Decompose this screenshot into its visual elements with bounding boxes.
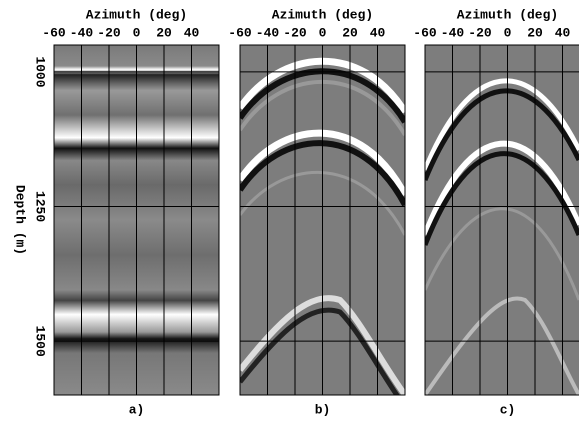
x-tick-label: -60 bbox=[42, 25, 66, 40]
x-tick-label: -60 bbox=[228, 25, 252, 40]
x-tick-label: 0 bbox=[319, 25, 327, 40]
y-tick-label: 1250 bbox=[33, 191, 48, 222]
x-tick-label: 40 bbox=[370, 25, 386, 40]
x-tick-label: 0 bbox=[504, 25, 512, 40]
y-tick-label: 1000 bbox=[33, 56, 48, 87]
x-tick-label: -40 bbox=[441, 25, 465, 40]
panel-caption: a) bbox=[129, 402, 145, 417]
x-tick-label: 20 bbox=[527, 25, 543, 40]
x-tick-label: -20 bbox=[97, 25, 121, 40]
x-tick-label: -60 bbox=[413, 25, 437, 40]
x-tick-label: -20 bbox=[283, 25, 307, 40]
panel-image bbox=[425, 45, 579, 395]
x-axis-label: Azimuth (deg) bbox=[86, 7, 187, 22]
x-tick-label: -20 bbox=[468, 25, 492, 40]
x-tick-label: 40 bbox=[555, 25, 571, 40]
x-tick-label: -40 bbox=[256, 25, 280, 40]
x-tick-label: -40 bbox=[70, 25, 94, 40]
panel-caption: b) bbox=[315, 402, 331, 417]
x-tick-label: 0 bbox=[133, 25, 141, 40]
panel-caption: c) bbox=[500, 402, 516, 417]
x-tick-label: 20 bbox=[156, 25, 172, 40]
y-axis-label: Depth (m) bbox=[13, 185, 28, 255]
x-axis-label: Azimuth (deg) bbox=[457, 7, 558, 22]
x-tick-label: 20 bbox=[342, 25, 358, 40]
x-tick-label: 40 bbox=[184, 25, 200, 40]
x-axis-label: Azimuth (deg) bbox=[272, 7, 373, 22]
y-tick-label: 1500 bbox=[33, 326, 48, 357]
